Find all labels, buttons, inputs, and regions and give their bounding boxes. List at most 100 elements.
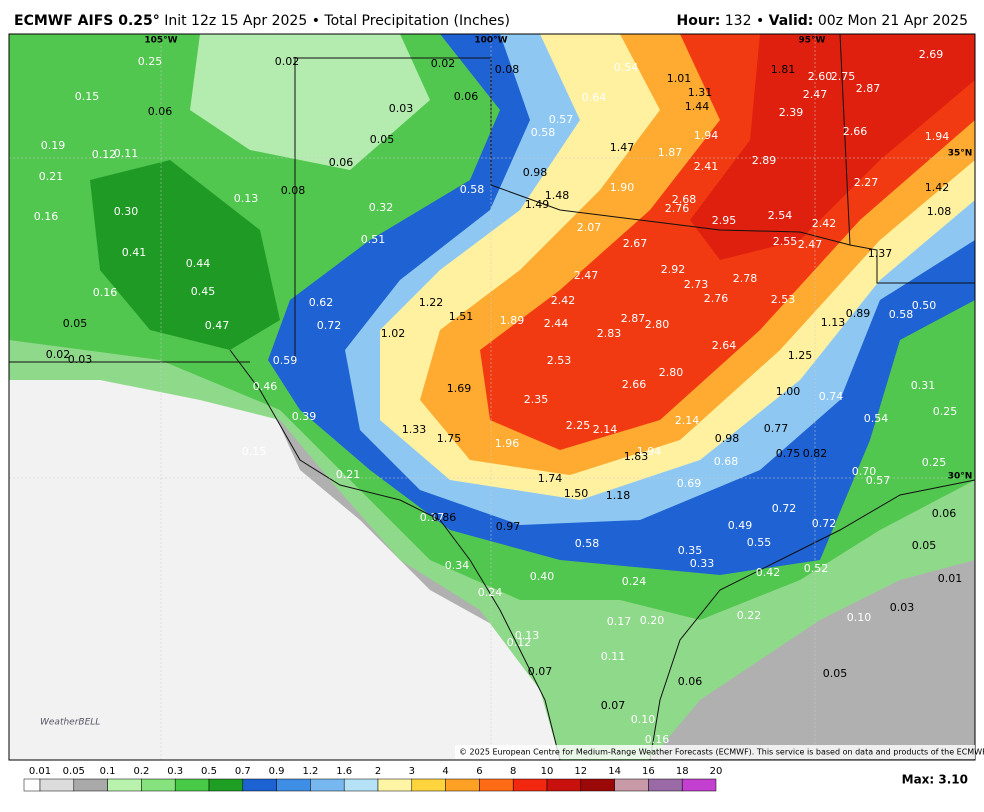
precip-value: 0.12 (507, 636, 532, 649)
precip-value: 1.44 (685, 100, 710, 113)
valid-label: Valid: (769, 13, 814, 29)
precip-value: 0.47 (205, 319, 230, 332)
precip-value: 0.54 (864, 412, 889, 425)
precip-value: 0.24 (622, 575, 647, 588)
precip-value: 2.67 (623, 237, 648, 250)
colorbar-tick-label: 3 (409, 766, 415, 777)
max-value: Max: 3.10 (902, 773, 968, 787)
precip-value: 0.45 (191, 285, 216, 298)
precip-value: 0.21 (336, 468, 361, 481)
precip-value: 2.92 (661, 263, 686, 276)
precip-value: 0.15 (75, 90, 100, 103)
colorbar-swatch (23, 778, 41, 792)
colorbar-tick-label: 0.1 (100, 766, 116, 777)
colorbar-swatch (276, 778, 311, 792)
precip-map (9, 34, 975, 760)
precip-value: 2.80 (659, 366, 684, 379)
precip-value: 0.16 (645, 733, 670, 746)
colorbar-swatch (141, 778, 176, 792)
colorbar-swatch (614, 778, 649, 792)
colorbar-swatch (546, 778, 582, 792)
precip-value: 1.42 (925, 181, 950, 194)
precip-value: 1.50 (564, 487, 589, 500)
precip-value: 0.06 (932, 507, 957, 520)
precip-value: 0.25 (922, 456, 947, 469)
colorbar-tick-label: 16 (642, 766, 655, 777)
precip-value: 2.55 (773, 235, 798, 248)
precip-value: 2.87 (621, 312, 646, 325)
precip-value: 0.57 (866, 474, 891, 487)
precip-value: 2.87 (856, 82, 881, 95)
precip-value: 0.33 (690, 557, 715, 570)
precip-value: 0.03 (389, 102, 414, 115)
precip-value: 0.69 (677, 477, 702, 490)
colorbar-tick-label: 1.2 (302, 766, 318, 777)
precip-value: 0.05 (370, 133, 395, 146)
precip-value: 1.31 (688, 86, 713, 99)
precip-value: 2.42 (812, 217, 837, 230)
precip-value: 1.25 (788, 349, 813, 362)
precip-value: 0.41 (122, 246, 147, 259)
colorbar-swatch (648, 778, 683, 792)
precip-value: 0.19 (41, 139, 66, 152)
colorbar-swatch (39, 778, 75, 792)
precip-value: 0.01 (938, 572, 963, 585)
precip-value: 2.27 (854, 176, 879, 189)
precip-value: 0.72 (812, 517, 837, 530)
precip-value: 2.68 (672, 193, 697, 206)
precip-value: 1.74 (538, 472, 563, 485)
precip-value: 1.00 (776, 385, 801, 398)
colorbar-swatch (343, 778, 379, 792)
precip-value: 1.94 (637, 445, 662, 458)
precip-value: 1.94 (925, 130, 950, 143)
precip-value: 0.31 (911, 379, 936, 392)
precip-value: 2.64 (712, 339, 737, 352)
precip-value: 0.07 (528, 665, 553, 678)
precip-value: 0.54 (614, 61, 639, 74)
colorbar-tick-label: 12 (574, 766, 587, 777)
logo: WeatherBELL (40, 718, 100, 728)
precip-value: 0.22 (737, 609, 762, 622)
precip-value: 0.46 (253, 380, 278, 393)
precip-value: 1.81 (771, 63, 796, 76)
colorbar-swatch (208, 778, 244, 792)
precip-value: 0.20 (640, 614, 665, 627)
precip-value: 1.69 (447, 382, 472, 395)
precip-value: 2.83 (597, 327, 622, 340)
precip-value: 0.51 (361, 233, 386, 246)
precip-value: 0.02 (275, 55, 300, 68)
graticule-label: 35°N (948, 149, 973, 159)
graticule-label: 95°W (799, 36, 826, 46)
precip-value: 2.42 (551, 294, 576, 307)
colorbar-tick-label: 0.9 (269, 766, 285, 777)
precip-value: 0.03 (68, 353, 93, 366)
precip-value: 0.06 (454, 90, 479, 103)
precip-value: 0.68 (714, 455, 739, 468)
colorbar-tick-label: 2 (375, 766, 381, 777)
precip-value: 0.44 (186, 257, 211, 270)
precip-value: 0.17 (420, 511, 445, 524)
precip-value: 0.15 (242, 445, 267, 458)
model: ECMWF AIFS 0.25° (14, 13, 160, 29)
colorbar: 0.01 0.05 0.1 0.2 0.3 0.5 0.7 0.9 1.2 1.6 2 3 4 6 8 10 1… (23, 766, 722, 792)
precip-value: 2.95 (712, 214, 737, 227)
precip-value: 0.30 (114, 205, 139, 218)
precip-value: 0.03 (890, 601, 915, 614)
colorbar-tick-label: 18 (676, 766, 689, 777)
precip-value: 0.06 (148, 105, 173, 118)
precip-value: 0.08 (495, 63, 520, 76)
precip-value: 0.16 (93, 286, 118, 299)
precip-value: 2.47 (803, 88, 828, 101)
precip-value: 0.02 (431, 57, 456, 70)
precip-value: 0.49 (728, 519, 753, 532)
colorbar-tick-label: 6 (476, 766, 482, 777)
precip-value: 0.58 (531, 126, 556, 139)
precip-value: 0.58 (575, 537, 600, 550)
precip-value: 0.57 (549, 113, 574, 126)
precip-value: 0.59 (273, 354, 298, 367)
precip-value: 2.39 (779, 106, 804, 119)
precip-value: 2.44 (544, 317, 569, 330)
precip-value: 2.66 (843, 125, 868, 138)
precip-value: 1.96 (495, 437, 520, 450)
precip-value: 2.47 (798, 238, 823, 251)
